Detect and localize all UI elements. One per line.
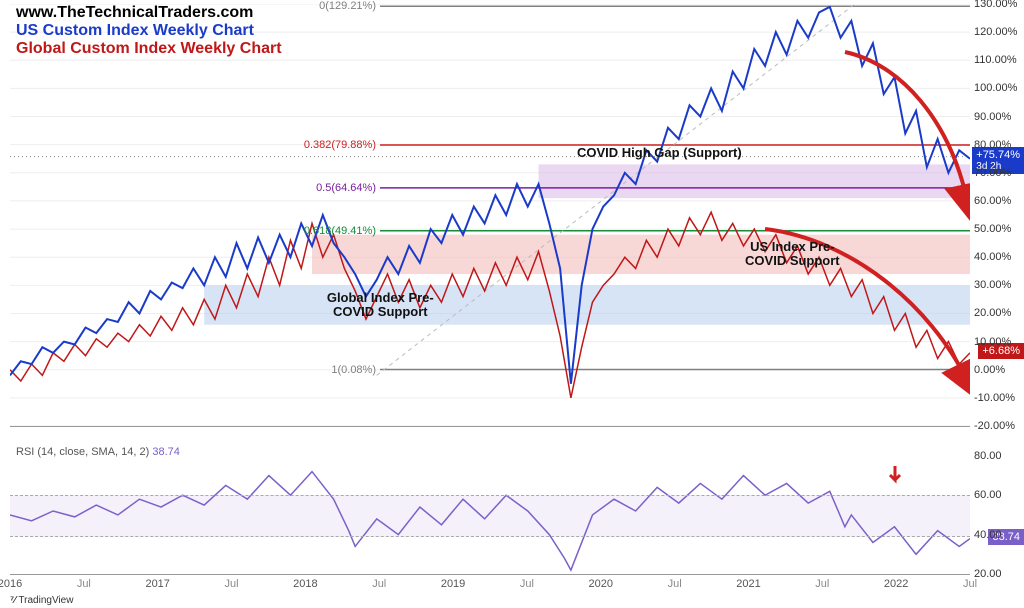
xlabel: 2017 [145,578,169,590]
covid-gap-label: COVID High Gap (Support) [569,146,749,160]
ylabel: 40.00% [974,251,1011,263]
ylabel: -10.00% [974,392,1015,404]
xlabel: 2021 [736,578,760,590]
xlabel: 2016 [0,578,22,590]
rsi-ylabel: 40.00 [974,529,1002,541]
xlabel: Jul [520,578,534,590]
global-precovid-label: Global Index Pre-COVID Support [290,291,470,318]
main-y-axis: -20.00%-10.00%0.00%10.00%20.00%30.00%40.… [970,4,1024,426]
fib-label: 1(0.08%) [331,364,376,376]
main-price-chart: www.TheTechnicalTraders.com US Custom In… [10,4,970,427]
ylabel: 130.00% [974,0,1017,10]
xlabel: 2019 [441,578,465,590]
tv-label: TradingView [18,595,73,606]
rsi-ylabel: 60.00 [974,489,1002,501]
ylabel: -20.00% [974,420,1015,432]
xlabel: Jul [668,578,682,590]
xlabel: 2022 [884,578,908,590]
fib-label: 0.618(49.41%) [304,225,376,237]
fib-label: 0.382(79.88%) [304,139,376,151]
main-chart-svg [10,4,970,426]
ylabel: 70.00% [974,167,1011,179]
ylabel: 90.00% [974,111,1011,123]
ylabel: 30.00% [974,279,1011,291]
ylabel: 20.00% [974,307,1011,319]
ylabel: 80.00% [974,139,1011,151]
ylabel: 0.00% [974,364,1005,376]
ylabel: 60.00% [974,195,1011,207]
us-precovid-label: US Index Pre-COVID Support [702,240,882,267]
legend-global-index: Global Custom Index Weekly Chart [16,40,282,58]
legend-us-index: US Custom Index Weekly Chart [16,22,254,40]
rsi-panel: RSI (14, close, SMA, 14, 2) 38.74 38.74 [10,446,970,574]
ylabel: 100.00% [974,82,1017,94]
fib-label: 0.5(64.64%) [316,182,376,194]
xlabel: Jul [815,578,829,590]
xlabel: Jul [77,578,91,590]
fib-label: 0(129.21%) [319,0,376,12]
site-url: www.TheTechnicalTraders.com [16,4,253,22]
rsi-ylabel: 20.00 [974,568,1002,580]
ylabel: 10.00% [974,336,1011,348]
ylabel: 120.00% [974,26,1017,38]
rsi-label: RSI (14, close, SMA, 14, 2) [16,446,149,458]
rsi-info: RSI (14, close, SMA, 14, 2) 38.74 [16,446,180,458]
rsi-y-axis: 20.0040.0060.0080.00 [970,446,1024,574]
tradingview-logo: ⁷⁄ TradingView [10,595,73,606]
xlabel: 2018 [293,578,317,590]
xlabel: Jul [963,578,977,590]
ylabel: 110.00% [974,54,1017,66]
xlabel: Jul [372,578,386,590]
ylabel: 50.00% [974,223,1011,235]
rsi-value: 38.74 [152,446,180,458]
xlabel: 2020 [589,578,613,590]
time-x-axis: 2016Jul2017Jul2018Jul2019Jul2020Jul2021J… [10,574,970,599]
rsi-ylabel: 80.00 [974,450,1002,462]
xlabel: Jul [225,578,239,590]
